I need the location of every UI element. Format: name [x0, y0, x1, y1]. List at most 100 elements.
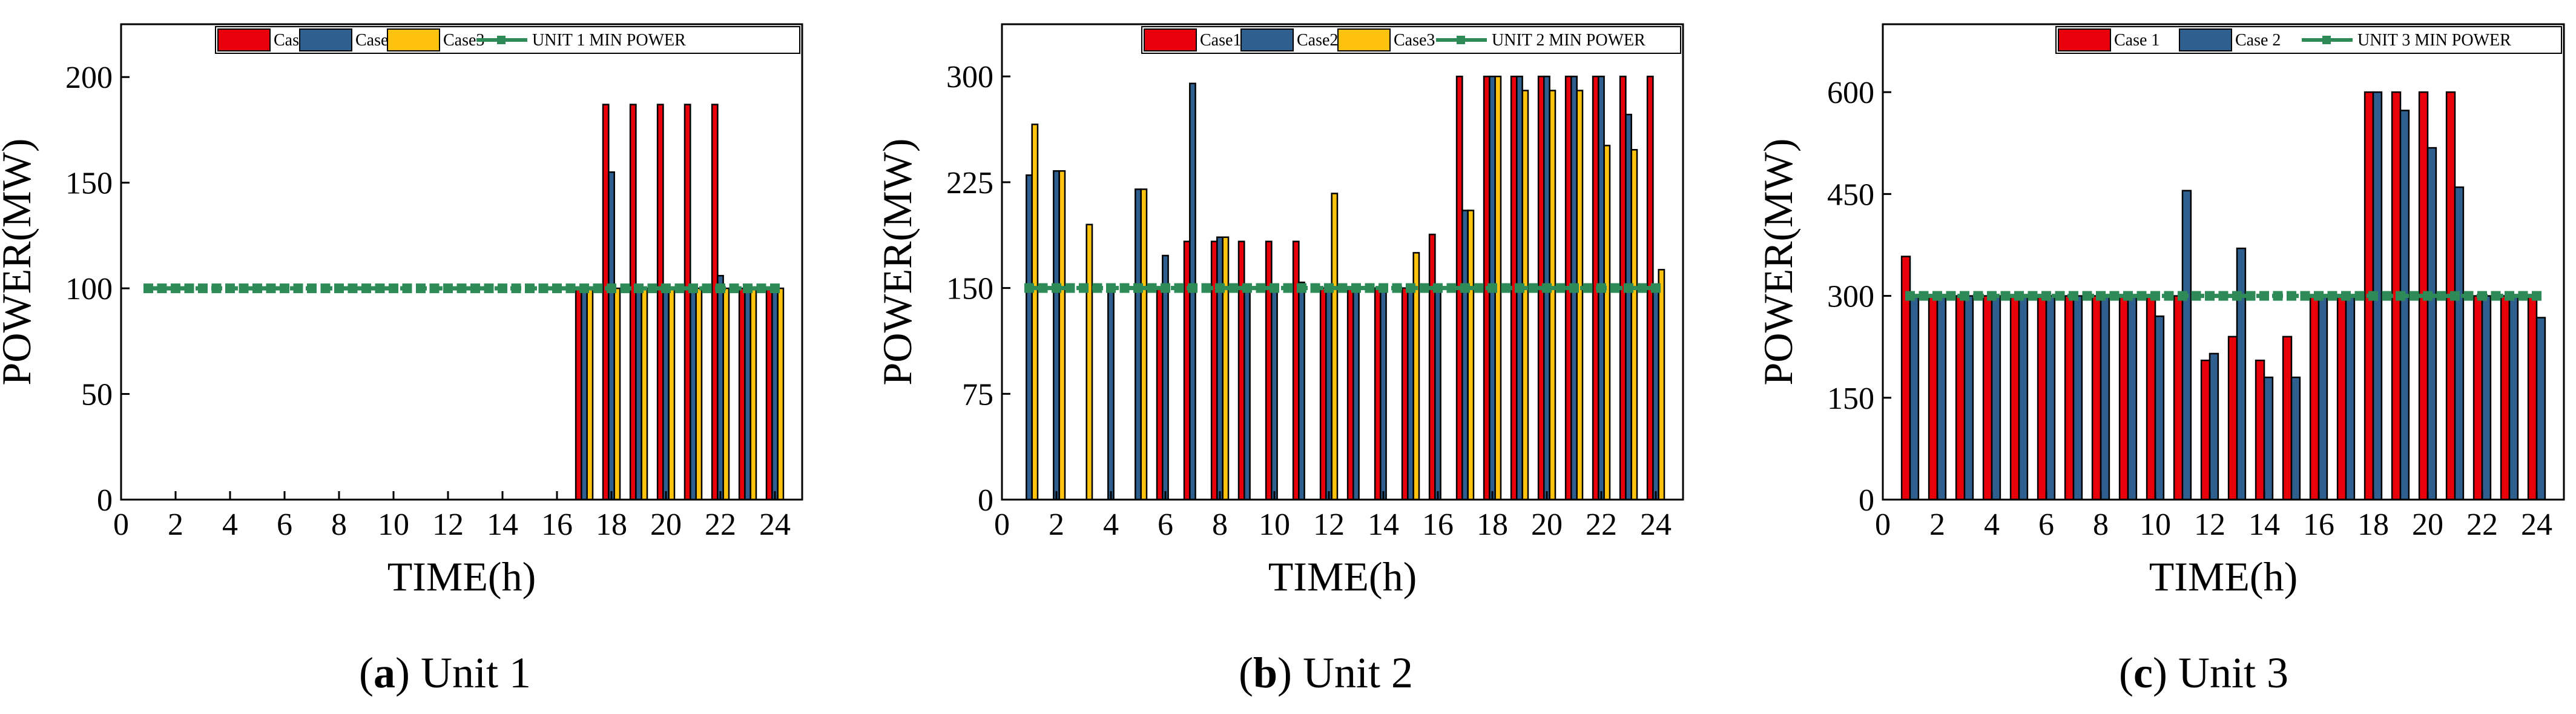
min-power-marker — [498, 283, 507, 294]
min-power-marker — [1460, 283, 1470, 293]
y-tick-label: 150 — [1827, 382, 1874, 416]
bar-case1-h14 — [1374, 287, 1382, 501]
min-power-marker — [2505, 291, 2514, 301]
min-power-marker — [2232, 291, 2242, 301]
bar-case1-h23 — [738, 287, 746, 501]
bar-case2-h17 — [581, 287, 588, 501]
min-power-marker — [266, 283, 276, 294]
min-power-marker — [402, 283, 412, 294]
y-tick-label: 50 — [81, 378, 113, 412]
chart-panel-1: 0 2 4 6 8 10 12 14 16 18 20 22 24050100150200TIME(h)… — [0, 23, 803, 600]
x-tick-label: 6 — [277, 507, 292, 542]
min-power-marker — [2245, 291, 2256, 301]
bar-case2-h11 — [2181, 190, 2192, 501]
min-power-marker — [2069, 291, 2078, 301]
min-power-marker — [2136, 291, 2147, 301]
min-power-marker — [647, 283, 657, 294]
legend-item: Case3 — [1337, 28, 1435, 51]
min-power-marker — [2123, 291, 2133, 301]
bar-case1-h23 — [2500, 295, 2511, 501]
bar-case3-h21 — [695, 287, 703, 501]
legend-swatch — [217, 28, 271, 51]
caption-unit-3: (c) Unit 3 — [2119, 649, 2288, 697]
min-power-marker — [2532, 291, 2541, 301]
bar-case2-h2 — [1053, 170, 1060, 501]
min-power-marker — [2368, 291, 2378, 301]
min-power-marker — [688, 283, 698, 294]
min-power-marker — [1610, 283, 1620, 293]
min-power-marker — [1133, 283, 1143, 293]
bar-case1-h18 — [602, 104, 610, 501]
min-power-marker — [1528, 283, 1538, 293]
legend-label: Case 1 — [2114, 31, 2159, 50]
bar-case3-h22 — [722, 287, 730, 501]
min-power-marker — [2409, 291, 2419, 301]
bar-case1-h10 — [2146, 295, 2156, 501]
min-power-marker — [1147, 283, 1157, 293]
bar-case3-h23 — [749, 287, 757, 501]
legend-item: UNIT 2 MIN POWER — [1436, 31, 1645, 50]
x-tick-label: 6 — [1158, 507, 1173, 542]
min-power-marker — [1174, 283, 1184, 293]
min-power-marker — [1106, 283, 1116, 293]
min-power-marker — [565, 283, 576, 294]
min-power-marker — [2287, 291, 2296, 301]
bar-case2-h2 — [1936, 295, 1947, 501]
min-power-marker — [484, 283, 494, 294]
legend-swatch — [1240, 28, 1294, 51]
bar-case1-h6 — [1156, 287, 1164, 501]
x-tick-label: 4 — [1103, 507, 1119, 542]
bar-case2-h12 — [2209, 352, 2219, 501]
x-tick-label: 22 — [2466, 507, 2498, 542]
min-power-marker — [2150, 291, 2160, 301]
min-power-marker — [2178, 291, 2187, 301]
bar-case2-h15 — [2290, 376, 2301, 501]
y-tick-label: 0 — [1859, 483, 1874, 518]
bar-case3-h12 — [1331, 193, 1339, 501]
bar-case1-h12 — [2200, 359, 2211, 501]
min-power-marker — [307, 283, 317, 294]
x-tick-label: 12 — [1313, 507, 1345, 542]
bar-case2-h20 — [662, 287, 670, 501]
min-power-marker — [184, 283, 194, 294]
min-power-marker — [2423, 291, 2433, 301]
bar-case1-h7 — [1183, 240, 1191, 501]
min-power-marker — [2327, 291, 2337, 301]
legend-label: UNIT 3 MIN POWER — [2357, 31, 2511, 50]
bar-case2-h24 — [771, 287, 779, 501]
min-power-marker — [2450, 291, 2460, 301]
x-tick-label: 18 — [2357, 507, 2389, 542]
x-tick-label: 2 — [1929, 507, 1945, 542]
bar-case2-h23 — [2508, 295, 2519, 501]
x-tick-label: 8 — [1212, 507, 1228, 542]
min-power-marker — [375, 283, 385, 294]
x-tick-label: 0 — [1875, 507, 1891, 542]
min-power-marker — [1161, 283, 1170, 293]
min-power-marker — [1351, 283, 1361, 293]
min-power-marker — [1038, 283, 1048, 293]
bar-case1-h15 — [2282, 336, 2293, 501]
bar-case1-h11 — [2173, 295, 2184, 501]
x-axis-title: TIME(h) — [387, 554, 536, 600]
min-power-marker — [198, 283, 208, 294]
min-power-marker — [1283, 283, 1293, 293]
bar-case2-h1 — [1909, 295, 1920, 501]
min-power-marker — [1637, 283, 1647, 293]
x-tick-label: 6 — [2038, 507, 2054, 542]
x-tick-label: 10 — [1259, 507, 1290, 542]
y-tick-label: 450 — [1827, 177, 1874, 212]
legend-item: Case2 — [299, 28, 397, 51]
x-tick-label: 4 — [222, 507, 238, 542]
legend-swatch — [1144, 28, 1197, 51]
y-tick-label: 600 — [1827, 76, 1874, 110]
min-power-marker — [1379, 283, 1388, 293]
y-tick-label: 200 — [65, 61, 113, 95]
bar-case2-h22 — [717, 274, 724, 501]
bar-case2-h23 — [1625, 113, 1632, 501]
min-power-marker — [2396, 291, 2405, 301]
min-power-marker — [1215, 283, 1225, 293]
x-tick-label: 2 — [1049, 507, 1064, 542]
x-tick-label: 16 — [1422, 507, 1454, 542]
min-power-marker — [1919, 291, 1929, 301]
